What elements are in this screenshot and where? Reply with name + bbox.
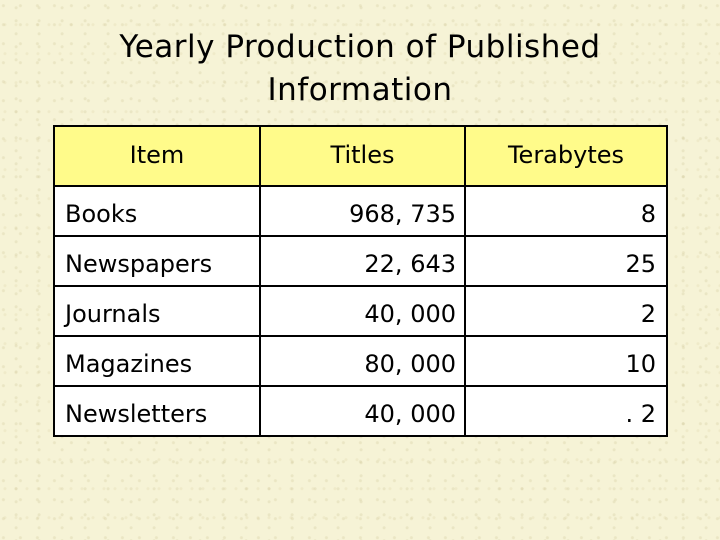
table-row: Newsletters 40, 000 . 2 (54, 386, 667, 436)
slide-title: Yearly Production of Published Informati… (0, 26, 720, 112)
production-table: Item Titles Terabytes Books 968, 735 8 N… (53, 125, 668, 437)
title-line-2: Information (0, 69, 720, 112)
table-row: Journals 40, 000 2 (54, 286, 667, 336)
cell-terabytes: 25 (465, 236, 667, 286)
cell-terabytes: . 2 (465, 386, 667, 436)
header-row: Item Titles Terabytes (54, 126, 667, 186)
cell-item: Books (54, 186, 260, 236)
cell-item: Newsletters (54, 386, 260, 436)
header-item: Item (54, 126, 260, 186)
cell-titles: 968, 735 (260, 186, 465, 236)
table-row: Magazines 80, 000 10 (54, 336, 667, 386)
cell-item: Magazines (54, 336, 260, 386)
title-line-1: Yearly Production of Published (0, 26, 720, 69)
cell-terabytes: 8 (465, 186, 667, 236)
header-titles: Titles (260, 126, 465, 186)
cell-item: Newspapers (54, 236, 260, 286)
cell-terabytes: 2 (465, 286, 667, 336)
cell-titles: 22, 643 (260, 236, 465, 286)
cell-titles: 40, 000 (260, 386, 465, 436)
cell-titles: 80, 000 (260, 336, 465, 386)
header-terabytes: Terabytes (465, 126, 667, 186)
cell-titles: 40, 000 (260, 286, 465, 336)
cell-terabytes: 10 (465, 336, 667, 386)
table-row: Newspapers 22, 643 25 (54, 236, 667, 286)
cell-item: Journals (54, 286, 260, 336)
table-row: Books 968, 735 8 (54, 186, 667, 236)
